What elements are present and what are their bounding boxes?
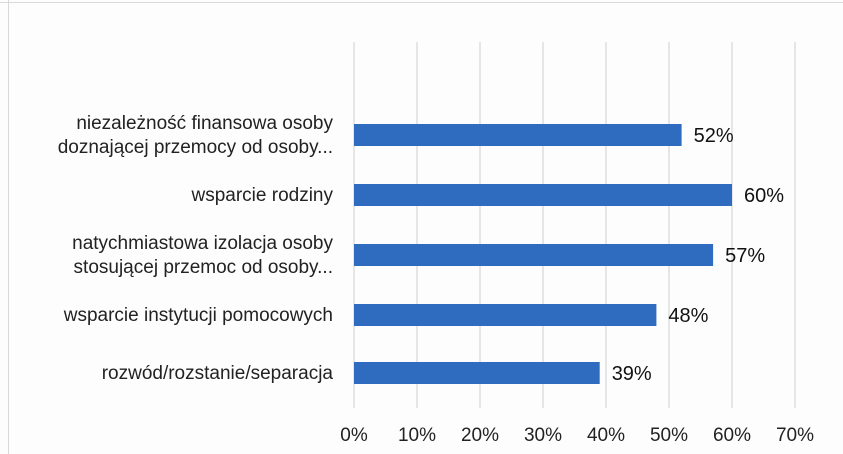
bar — [354, 304, 657, 326]
frame-top-line — [0, 2, 843, 3]
category-label: rozwód/rozstanie/separacja — [102, 363, 334, 384]
frame-left-line — [8, 0, 9, 454]
tick-layer: 0% 10% 20% 30% 40% 50% 60% 70% — [340, 425, 814, 446]
category-label: natychmiastowa izolacja osoby — [72, 233, 333, 254]
category-label: wsparcie instytucji pomocowych — [63, 305, 333, 326]
x-tick-label: 60% — [713, 425, 751, 446]
grid-layer — [353, 42, 796, 408]
data-label: 52% — [694, 125, 734, 147]
category-label: doznającej przemocy od osoby... — [58, 137, 333, 158]
bar — [354, 184, 732, 206]
label-layer: 52% niezależność finansowa osoby doznające… — [58, 113, 785, 385]
bar — [354, 124, 682, 146]
x-tick-label: 0% — [340, 425, 368, 446]
x-tick-label: 70% — [776, 425, 814, 446]
bar — [354, 362, 600, 384]
bar — [354, 244, 714, 266]
x-tick-label: 30% — [524, 425, 562, 446]
x-tick-label: 20% — [461, 425, 499, 446]
bar-layer — [354, 124, 732, 384]
x-tick-label: 40% — [587, 425, 625, 446]
x-tick-label: 10% — [398, 425, 436, 446]
category-label: stosującej przemoc od osoby... — [74, 257, 333, 278]
data-label: 48% — [668, 305, 708, 327]
data-label: 39% — [612, 363, 652, 385]
x-tick-label: 50% — [650, 425, 688, 446]
category-label: wsparcie rodziny — [191, 185, 334, 206]
data-label: 60% — [744, 185, 784, 207]
data-label: 57% — [725, 245, 765, 267]
category-label: niezależność finansowa osoby — [76, 113, 333, 134]
